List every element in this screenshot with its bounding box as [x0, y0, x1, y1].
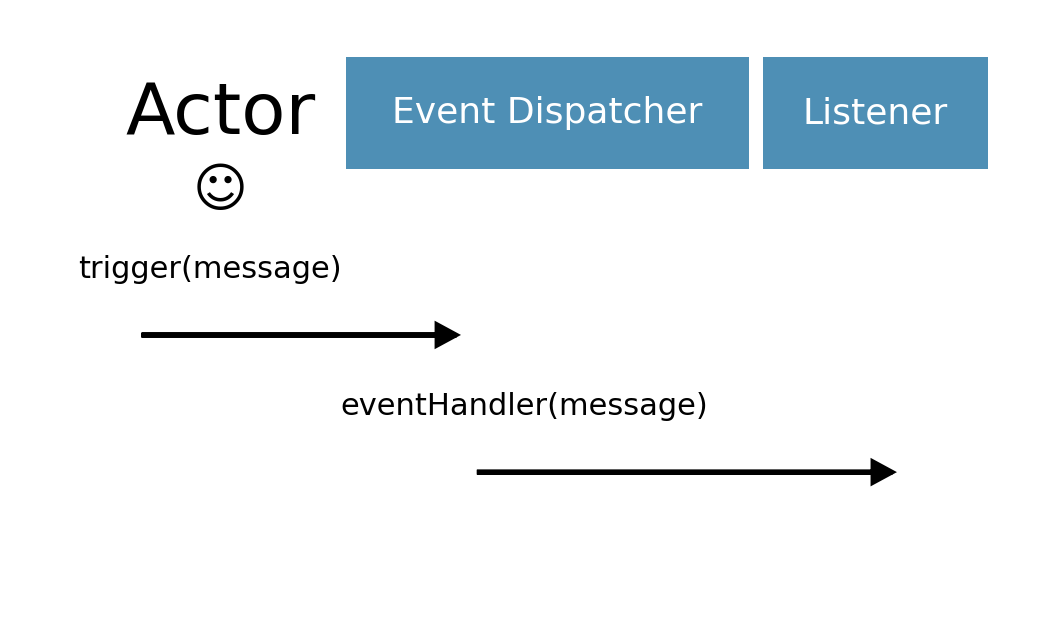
Text: Event Dispatcher: Event Dispatcher — [392, 96, 703, 130]
Text: eventHandler(message): eventHandler(message) — [341, 392, 708, 421]
Text: Actor: Actor — [125, 80, 315, 149]
FancyArrow shape — [477, 462, 892, 482]
FancyBboxPatch shape — [763, 57, 988, 169]
FancyBboxPatch shape — [346, 57, 749, 169]
Text: ☺: ☺ — [193, 165, 247, 218]
Text: trigger(message): trigger(message) — [79, 255, 343, 284]
FancyArrow shape — [141, 325, 456, 345]
Text: Listener: Listener — [803, 96, 948, 130]
